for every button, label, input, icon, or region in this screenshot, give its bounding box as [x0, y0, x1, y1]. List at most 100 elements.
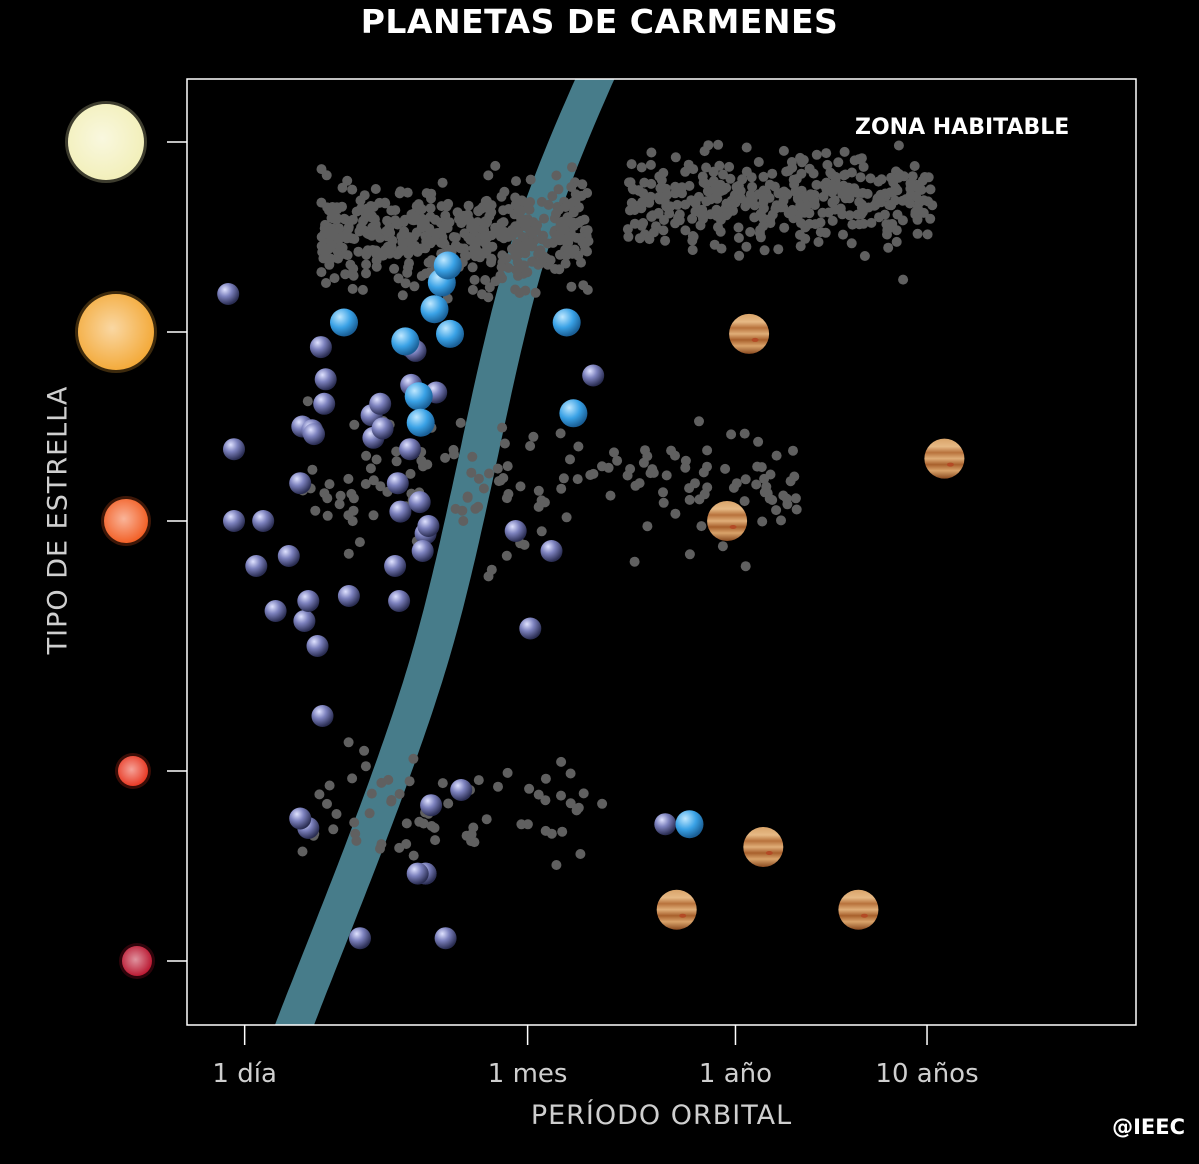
background-planet-dot	[345, 259, 356, 270]
background-planet-dot	[695, 220, 706, 231]
water-planet-disc	[552, 308, 581, 337]
background-planet-dot	[478, 201, 489, 212]
background-planet-dot	[585, 470, 596, 480]
background-planet-dot	[898, 274, 909, 285]
rocky-planet-marker	[306, 635, 329, 657]
background-planet-dot	[822, 159, 833, 170]
rocky-planet-disc	[411, 540, 434, 562]
background-planet-dot	[411, 201, 422, 212]
background-planet-dot	[533, 789, 544, 800]
water-planet-disc	[391, 327, 420, 356]
background-planet-dot	[904, 198, 915, 209]
background-planet-dot	[796, 168, 807, 179]
background-planet-dot	[597, 798, 608, 809]
background-planet-dot	[561, 512, 572, 523]
background-planet-dot	[402, 187, 413, 198]
background-planet-dot	[467, 262, 478, 273]
water-planet-disc	[559, 399, 588, 428]
background-planet-dot	[718, 169, 729, 180]
background-planet-dot	[375, 843, 385, 854]
background-planet-dot	[516, 213, 526, 224]
background-planet-dot	[496, 262, 507, 273]
background-planet-dot	[839, 170, 849, 181]
background-planet-dot	[374, 197, 385, 208]
background-planet-dot	[883, 242, 894, 253]
background-planet-dot	[726, 429, 737, 440]
background-planet-dot	[389, 263, 400, 274]
background-planet-dot	[383, 774, 394, 785]
background-planet-dot	[662, 190, 673, 200]
background-planet-dot	[483, 170, 494, 181]
background-planet-dot	[437, 778, 448, 789]
rocky-planet-marker	[434, 927, 457, 950]
background-planet-dot	[498, 473, 509, 483]
background-planet-dot	[347, 184, 358, 195]
water-planet-marker	[404, 382, 433, 411]
background-planet-dot	[740, 561, 751, 572]
background-planet-dot	[642, 521, 653, 532]
background-planet-dot	[699, 489, 710, 500]
background-planet-dot	[449, 449, 459, 460]
background-planet-dot	[438, 237, 449, 248]
giant-planet-disc	[838, 889, 879, 930]
background-planet-dot	[764, 179, 775, 190]
background-planet-dot	[677, 182, 687, 193]
background-planet-dot	[771, 200, 782, 211]
background-planet-dot	[359, 745, 370, 756]
background-planet-dot	[758, 192, 768, 203]
background-planet-dot	[499, 438, 510, 449]
rocky-planet-marker	[371, 417, 394, 440]
giant-planet-marker	[729, 313, 770, 354]
giant-planet-marker	[707, 501, 748, 541]
background-planet-dot	[739, 428, 750, 439]
background-planet-dot	[854, 219, 865, 230]
background-planet-dot	[690, 206, 701, 217]
background-planet-dot	[370, 184, 381, 194]
background-planet-dot	[360, 761, 371, 772]
background-planet-dot	[503, 489, 514, 499]
rocky-planet-marker	[303, 423, 325, 446]
background-planet-dot	[783, 166, 794, 176]
background-planet-dot	[832, 181, 843, 192]
background-planet-dot	[712, 193, 723, 204]
rocky-planet-marker	[411, 540, 434, 562]
background-planet-dot	[450, 232, 461, 243]
background-planet-dot	[463, 200, 474, 211]
background-planet-dot	[342, 175, 353, 186]
background-planet-dot	[911, 191, 922, 202]
background-planet-dot	[513, 270, 523, 281]
giant-planet-disc	[656, 889, 697, 930]
background-planet-dot	[670, 188, 681, 199]
background-planet-dot	[647, 464, 658, 475]
background-planet-dot	[341, 228, 352, 239]
background-planet-dot	[753, 157, 764, 167]
background-planet-dot	[487, 241, 498, 252]
background-planet-dot	[740, 474, 751, 485]
background-planet-dot	[791, 504, 802, 515]
giant-planet-marker	[838, 889, 879, 930]
rocky-planet-disc	[384, 555, 407, 577]
giant-planet-disc	[729, 313, 770, 354]
background-planet-dot	[788, 445, 798, 456]
rocky-planet-disc	[309, 336, 332, 359]
background-planet-dot	[364, 808, 375, 819]
background-planet-dot	[565, 454, 575, 465]
background-planet-dot	[636, 220, 647, 231]
background-planet-dot	[659, 215, 669, 225]
background-planet-dot	[720, 463, 731, 474]
background-planet-dot	[391, 446, 402, 457]
background-planet-dot	[756, 462, 767, 473]
background-planet-dot	[553, 184, 564, 195]
rocky-planet-marker	[406, 862, 429, 885]
rocky-planet-marker	[582, 364, 605, 387]
background-planet-dot	[443, 198, 454, 209]
deep-red-star-icon	[119, 943, 155, 979]
background-planet-dot	[856, 209, 867, 220]
background-planet-dot	[462, 491, 473, 502]
background-planet-dot	[473, 473, 484, 484]
background-planet-dot	[757, 516, 768, 527]
background-planet-dot	[881, 219, 892, 230]
background-planet-dot	[401, 818, 412, 829]
rocky-planet-disc	[504, 520, 527, 542]
